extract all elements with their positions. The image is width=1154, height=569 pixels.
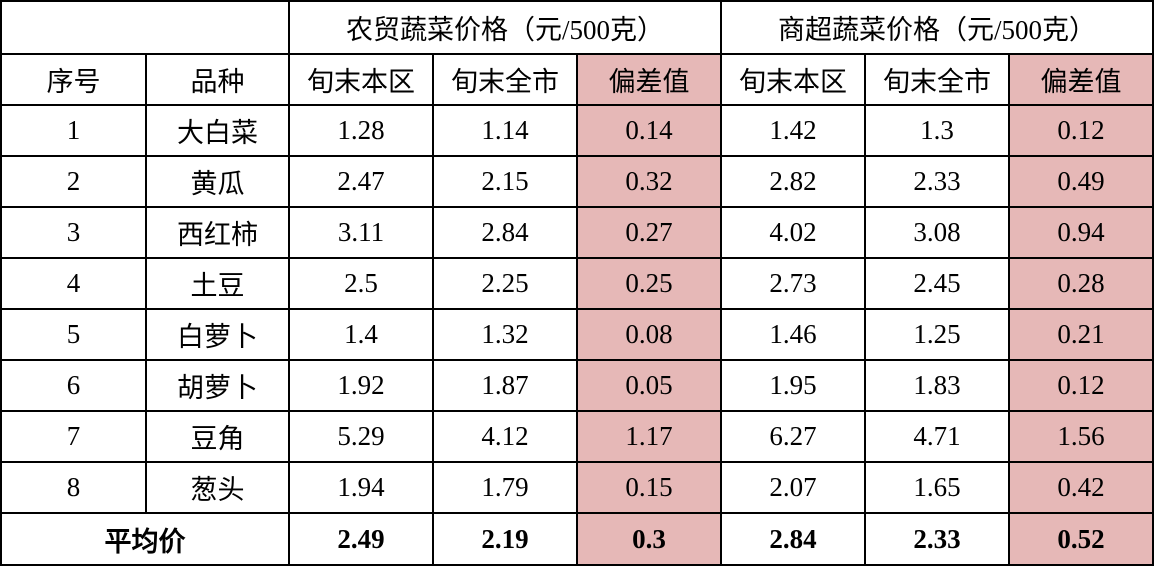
value-cell: 1.25 (864, 308, 1010, 361)
value-cell: 0.25 (576, 257, 722, 310)
variety-cell: 土豆 (145, 257, 290, 310)
value-cell: 0.15 (576, 461, 722, 514)
column-header: 旬末本区 (720, 53, 866, 106)
column-header: 旬末全市 (864, 53, 1010, 106)
value-cell: 2.25 (432, 257, 578, 310)
value-cell: 3 (0, 206, 147, 259)
value-cell: 6.27 (720, 410, 866, 463)
column-header: 品种 (145, 53, 290, 106)
table-row: 序号 品种 旬末本区 旬末全市 偏差值 旬末本区 旬末全市 偏差值 (0, 53, 1154, 106)
value-cell: 5 (0, 308, 147, 361)
value-cell: 1.4 (288, 308, 434, 361)
value-cell: 0.05 (576, 359, 722, 412)
value-cell: 4.71 (864, 410, 1010, 463)
value-cell: 0.42 (1008, 461, 1154, 514)
average-value: 0.3 (576, 512, 722, 566)
value-cell: 1.32 (432, 308, 578, 361)
value-cell: 4.12 (432, 410, 578, 463)
table-row: 8 葱头 1.94 1.79 0.15 2.07 1.65 0.42 (0, 461, 1154, 514)
column-header: 偏差值 (576, 53, 722, 106)
value-cell: 4.02 (720, 206, 866, 259)
variety-cell: 葱头 (145, 461, 290, 514)
value-cell: 0.28 (1008, 257, 1154, 310)
value-cell: 0.49 (1008, 155, 1154, 208)
average-label: 平均价 (0, 512, 290, 566)
value-cell: 0.12 (1008, 359, 1154, 412)
value-cell: 0.21 (1008, 308, 1154, 361)
column-header: 旬末全市 (432, 53, 578, 106)
value-cell: 0.32 (576, 155, 722, 208)
value-cell: 7 (0, 410, 147, 463)
value-cell: 4 (0, 257, 147, 310)
value-cell: 0.12 (1008, 104, 1154, 157)
value-cell: 2.45 (864, 257, 1010, 310)
average-value: 2.49 (288, 512, 434, 566)
value-cell: 3.11 (288, 206, 434, 259)
value-cell: 1.95 (720, 359, 866, 412)
column-header: 偏差值 (1008, 53, 1154, 106)
value-cell: 1.42 (720, 104, 866, 157)
table-row: 2 黄瓜 2.47 2.15 0.32 2.82 2.33 0.49 (0, 155, 1154, 208)
value-cell: 2.84 (432, 206, 578, 259)
table-row: 7 豆角 5.29 4.12 1.17 6.27 4.71 1.56 (0, 410, 1154, 463)
table-row: 农贸蔬菜价格（元/500克） 商超蔬菜价格（元/500克） (0, 0, 1154, 55)
column-header: 旬末本区 (288, 53, 434, 106)
column-header: 序号 (0, 53, 147, 106)
table-row: 4 土豆 2.5 2.25 0.25 2.73 2.45 0.28 (0, 257, 1154, 310)
group-header: 商超蔬菜价格（元/500克） (720, 0, 1154, 55)
value-cell: 2.47 (288, 155, 434, 208)
variety-cell: 大白菜 (145, 104, 290, 157)
value-cell: 1.28 (288, 104, 434, 157)
value-cell: 0.94 (1008, 206, 1154, 259)
group-header: 农贸蔬菜价格（元/500克） (288, 0, 722, 55)
value-cell: 1.65 (864, 461, 1010, 514)
value-cell: 1.83 (864, 359, 1010, 412)
value-cell: 3.08 (864, 206, 1010, 259)
average-value: 2.19 (432, 512, 578, 566)
average-value: 2.33 (864, 512, 1010, 566)
table-row: 5 白萝卜 1.4 1.32 0.08 1.46 1.25 0.21 (0, 308, 1154, 361)
value-cell: 1.14 (432, 104, 578, 157)
value-cell: 1.94 (288, 461, 434, 514)
value-cell: 2.73 (720, 257, 866, 310)
variety-cell: 西红柿 (145, 206, 290, 259)
value-cell: 1 (0, 104, 147, 157)
value-cell: 8 (0, 461, 147, 514)
variety-cell: 胡萝卜 (145, 359, 290, 412)
empty-cell (0, 0, 290, 55)
value-cell: 5.29 (288, 410, 434, 463)
value-cell: 2 (0, 155, 147, 208)
value-cell: 1.17 (576, 410, 722, 463)
value-cell: 1.79 (432, 461, 578, 514)
table-row: 1 大白菜 1.28 1.14 0.14 1.42 1.3 0.12 (0, 104, 1154, 157)
value-cell: 2.5 (288, 257, 434, 310)
variety-cell: 黄瓜 (145, 155, 290, 208)
average-value: 0.52 (1008, 512, 1154, 566)
variety-cell: 白萝卜 (145, 308, 290, 361)
value-cell: 2.33 (864, 155, 1010, 208)
value-cell: 1.46 (720, 308, 866, 361)
value-cell: 1.56 (1008, 410, 1154, 463)
variety-cell: 豆角 (145, 410, 290, 463)
value-cell: 0.08 (576, 308, 722, 361)
table-row: 3 西红柿 3.11 2.84 0.27 4.02 3.08 0.94 (0, 206, 1154, 259)
value-cell: 0.27 (576, 206, 722, 259)
average-value: 2.84 (720, 512, 866, 566)
table-row: 6 胡萝卜 1.92 1.87 0.05 1.95 1.83 0.12 (0, 359, 1154, 412)
value-cell: 6 (0, 359, 147, 412)
value-cell: 0.14 (576, 104, 722, 157)
value-cell: 2.15 (432, 155, 578, 208)
value-cell: 1.92 (288, 359, 434, 412)
value-cell: 2.07 (720, 461, 866, 514)
table-row: 平均价 2.49 2.19 0.3 2.84 2.33 0.52 (0, 512, 1154, 566)
value-cell: 1.3 (864, 104, 1010, 157)
value-cell: 1.87 (432, 359, 578, 412)
value-cell: 2.82 (720, 155, 866, 208)
